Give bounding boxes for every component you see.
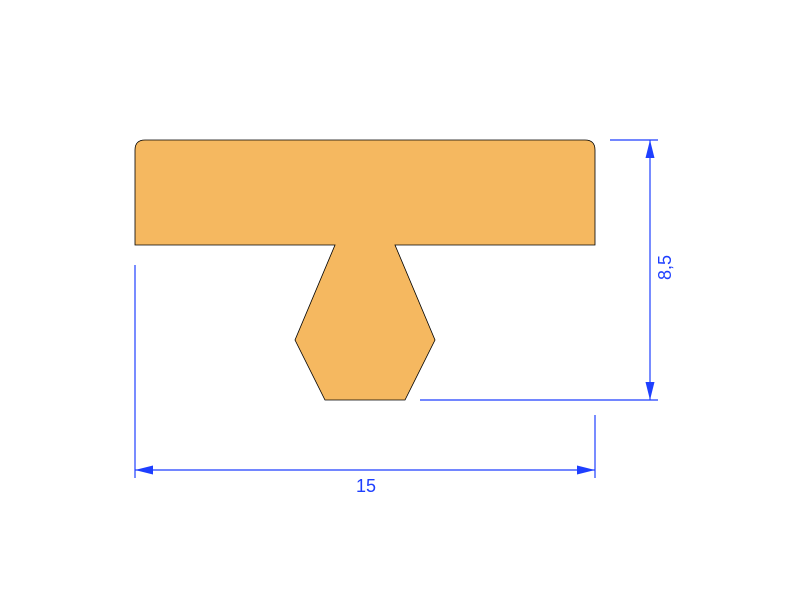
dim-width-arrow-right bbox=[577, 466, 595, 475]
dim-height-arrow-top bbox=[646, 140, 655, 158]
dim-height-label: 8,5 bbox=[655, 255, 676, 280]
dim-width-label: 15 bbox=[356, 476, 376, 497]
drawing-canvas bbox=[0, 0, 800, 600]
dim-height-arrow-bottom bbox=[646, 382, 655, 400]
profile-shape bbox=[135, 140, 595, 400]
dim-width-arrow-left bbox=[135, 466, 153, 475]
